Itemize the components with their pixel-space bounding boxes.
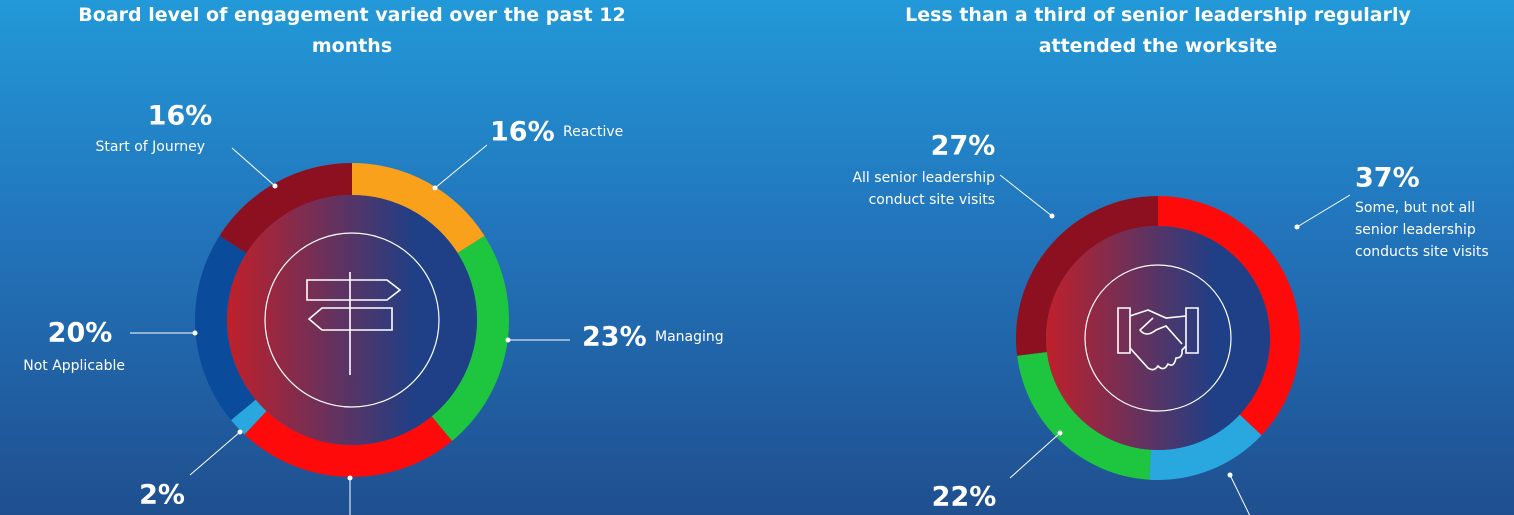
value-label: 16%: [147, 100, 213, 132]
value-label: 16%: [490, 116, 555, 148]
leader-dot: [1049, 213, 1055, 219]
icon: [1117, 307, 1199, 371]
donut-segment: [1149, 414, 1262, 480]
leader-dot: [1294, 224, 1300, 230]
leader-dot: [1057, 430, 1063, 436]
icon-ring: [1084, 264, 1232, 412]
leader-dot: [272, 183, 278, 189]
leader-dot: [347, 475, 353, 481]
leader-line: [1296, 194, 1351, 228]
chart-title: Less than a third of senior leadership r…: [905, 4, 1411, 57]
icon-ring: [264, 232, 440, 408]
category-label: All senior leadership conduct site visit…: [852, 170, 995, 208]
chart-title: Board level of engagement varied over th…: [78, 4, 626, 57]
donut-segment: [244, 411, 453, 477]
category-label: Not Applicable: [23, 358, 125, 374]
value-label: 37%: [1355, 162, 1420, 194]
category-label: Some, but not all senior leadership cond…: [1355, 200, 1489, 260]
donut-segment: [352, 163, 485, 254]
leader-dot: [432, 185, 438, 191]
leader-dot: [192, 330, 198, 336]
leader-line: [189, 431, 241, 476]
donut-segment: [1158, 196, 1300, 436]
donut-core: [227, 195, 477, 445]
donut-segment: [231, 399, 267, 435]
leader-line: [1229, 474, 1251, 515]
icon: [306, 272, 402, 375]
signpost: [306, 272, 402, 375]
leader-line: [1009, 432, 1061, 479]
donut-segment: [219, 163, 352, 254]
value-label: 27%: [930, 130, 996, 162]
donut-segment: [1017, 352, 1151, 480]
leader-dot: [505, 337, 511, 343]
category-label: Start of Journey: [95, 139, 205, 155]
leader-line: [231, 147, 276, 187]
value-label: 2%: [139, 479, 185, 511]
leader-line: [999, 174, 1053, 217]
donut-segment: [431, 235, 509, 441]
value-label: 22%: [931, 481, 997, 513]
handshake: [1117, 307, 1199, 371]
value-label: 23%: [582, 321, 647, 353]
leader-line: [434, 144, 488, 189]
leader-dot: [1227, 472, 1233, 478]
leader-dot: [237, 429, 243, 435]
donut-segment: [194, 235, 256, 421]
category-label: Reactive: [563, 124, 624, 140]
category-label: Managing: [655, 329, 724, 345]
value-label: 20%: [47, 317, 113, 349]
donut-core: [1046, 226, 1270, 450]
donut-segment: [1015, 196, 1158, 356]
